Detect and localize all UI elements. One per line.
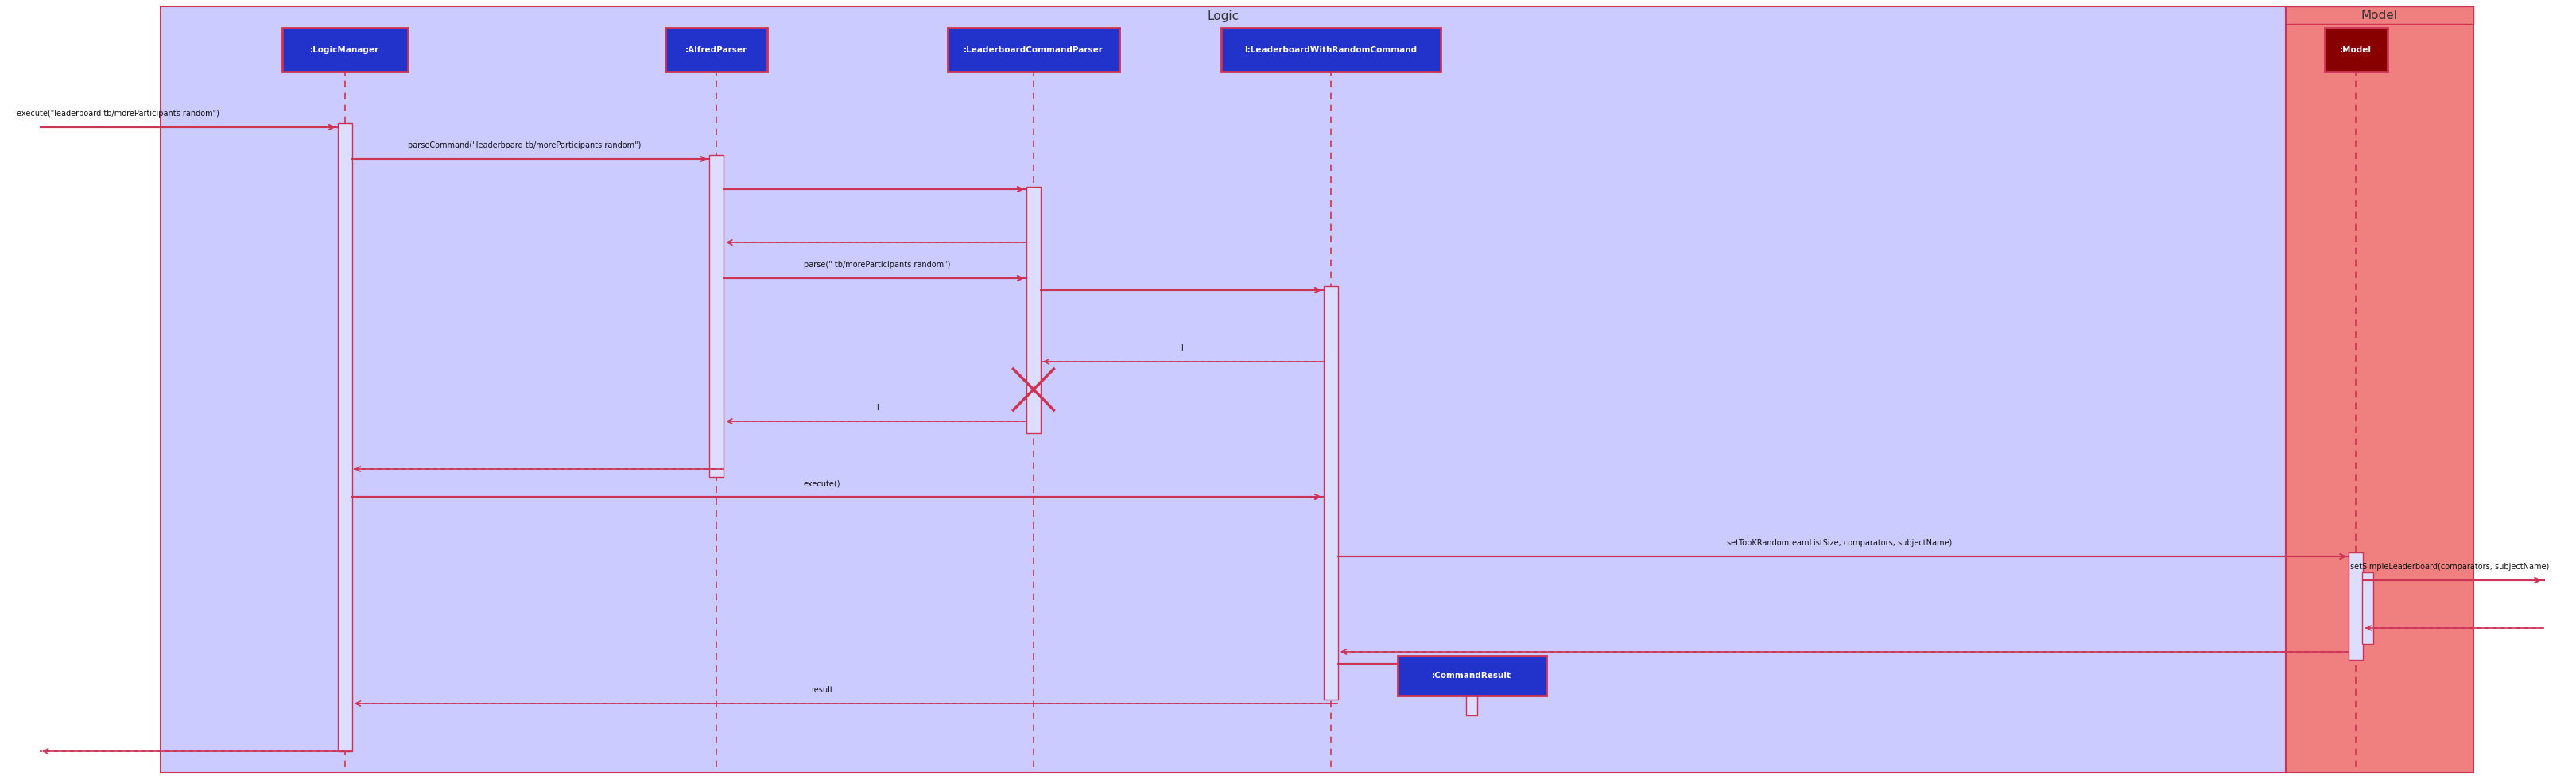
Bar	[708, 155, 724, 477]
Bar	[2349, 553, 2362, 660]
Bar	[2362, 572, 2372, 644]
Text: setSimpleLeaderboard(comparators, subjectName): setSimpleLeaderboard(comparators, subjec…	[2349, 563, 2550, 571]
Bar	[283, 28, 407, 71]
Bar	[2324, 28, 2388, 71]
Bar	[2285, 6, 2473, 773]
Bar	[1324, 286, 1337, 699]
Text: :Model: :Model	[2339, 45, 2372, 54]
Text: Logic: Logic	[1208, 10, 1239, 22]
Bar	[1466, 684, 1476, 716]
Bar	[948, 28, 1121, 71]
Text: parse(" tb/moreParticipants random"): parse(" tb/moreParticipants random")	[804, 261, 951, 269]
Text: setTopKRandomteamListSize, comparators, subjectName): setTopKRandomteamListSize, comparators, …	[1726, 539, 1953, 547]
Text: :LeaderboardCommandParser: :LeaderboardCommandParser	[963, 45, 1103, 54]
Text: :AlfredParser: :AlfredParser	[685, 45, 747, 54]
Text: parseCommand("leaderboard tb/moreParticipants random"): parseCommand("leaderboard tb/morePartici…	[407, 142, 641, 150]
Bar	[160, 6, 2285, 773]
Bar	[665, 28, 768, 71]
Text: Model: Model	[2362, 10, 2398, 22]
Bar	[2285, 6, 2473, 23]
Text: result: result	[811, 686, 832, 694]
Bar	[1396, 656, 1546, 695]
Bar	[337, 123, 353, 751]
Text: :CommandResult: :CommandResult	[1432, 672, 1512, 680]
Bar	[1025, 187, 1041, 433]
Bar	[1221, 28, 1440, 71]
Text: l:LeaderboardWithRandomCommand: l:LeaderboardWithRandomCommand	[1244, 45, 1417, 54]
Text: execute(): execute()	[804, 479, 840, 488]
Text: execute("leaderboard tb/moreParticipants random"): execute("leaderboard tb/moreParticipants…	[15, 110, 219, 117]
Text: :LogicManager: :LogicManager	[309, 45, 379, 54]
